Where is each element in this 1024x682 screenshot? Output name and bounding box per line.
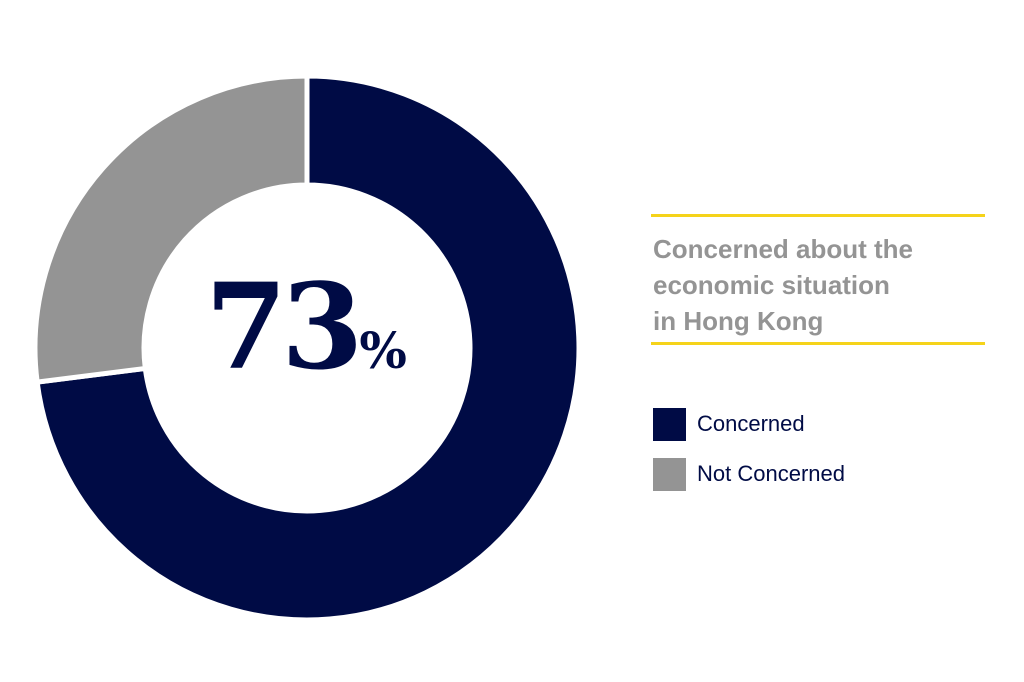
chart-title-line-3: in Hong Kong [653,306,824,336]
legend-swatch-concerned [653,407,686,441]
legend-swatch-not-concerned [653,457,686,491]
center-percentage-value: 73 [205,257,363,396]
donut-chart [32,73,582,623]
chart-title: Concerned about the economic situation i… [653,231,983,339]
center-percentage-suffix: % [359,321,407,380]
donut-slice-concerned [34,73,582,623]
headline-rule-bottom [651,342,985,345]
legend-item-concerned: Concerned [653,407,805,441]
headline-rule-top [651,214,985,217]
chart-title-line-2: economic situation [653,270,890,300]
legend-item-not-concerned: Not Concerned [653,457,845,491]
center-percentage: 73% [156,268,456,386]
legend-label-concerned: Concerned [697,411,805,436]
legend-label-not-concerned: Not Concerned [697,461,845,486]
donut-slice-not-concerned [32,73,310,385]
chart-title-line-1: Concerned about the [653,234,914,264]
